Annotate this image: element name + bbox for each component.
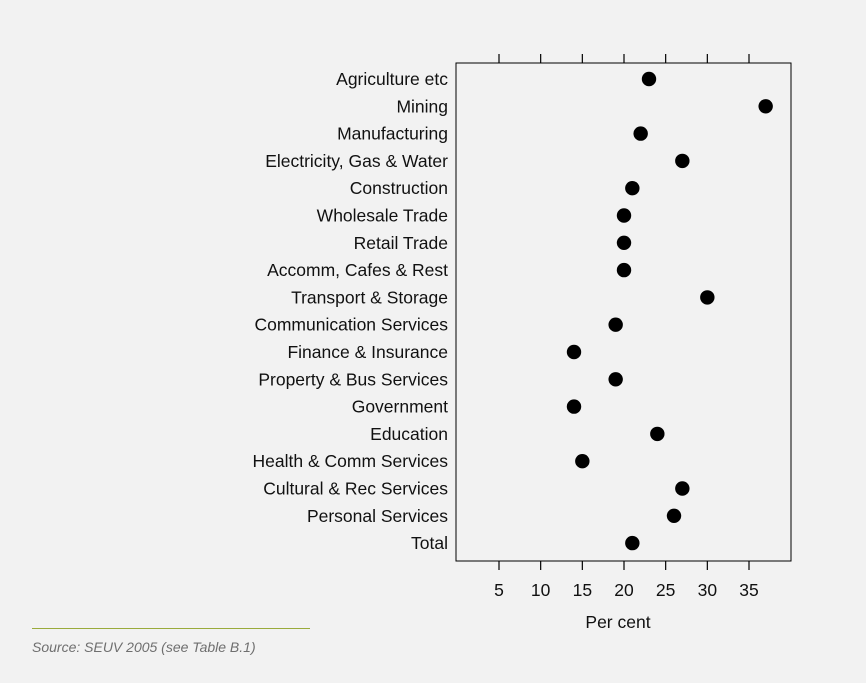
data-point [666, 508, 682, 523]
category-label: Health & Comm Services [253, 451, 449, 471]
data-point [650, 426, 665, 442]
category-label: Accomm, Cafes & Rest [267, 260, 448, 280]
x-tick-label: 30 [698, 580, 718, 600]
data-point [625, 181, 640, 196]
x-tick-label: 5 [494, 580, 504, 600]
top-axis-ticks [498, 54, 750, 63]
data-point [566, 344, 582, 360]
category-label: Wholesale Trade [317, 206, 448, 226]
data-point [608, 372, 623, 387]
category-label: Retail Trade [354, 233, 448, 253]
data-point [675, 153, 690, 169]
category-label: Property & Bus Services [258, 369, 448, 389]
category-label: Finance & Insurance [287, 342, 448, 362]
category-label: Transport & Storage [291, 287, 448, 307]
data-point [566, 399, 582, 414]
data-point [616, 262, 632, 278]
category-label: Construction [350, 178, 448, 198]
category-label: Agriculture etc [336, 69, 448, 89]
data-point [625, 535, 640, 551]
category-label: Manufacturing [337, 124, 448, 144]
x-tick-label: 25 [656, 580, 675, 600]
data-point [700, 290, 715, 305]
data-point [608, 317, 623, 332]
data-points [566, 71, 773, 551]
data-point [616, 208, 632, 223]
category-label: Cultural & Rec Services [263, 479, 448, 499]
source-rule [32, 628, 310, 629]
bottom-axis-ticks [498, 561, 750, 570]
x-tick-labels: 5 10 15 20 25 30 35 [494, 580, 759, 600]
category-label: Education [370, 424, 448, 444]
data-point [633, 126, 648, 141]
data-point [616, 235, 632, 250]
x-tick-label: 35 [739, 580, 758, 600]
category-label: Mining [396, 96, 448, 116]
category-labels: Agriculture etc Mining Manufacturing Electr… [253, 69, 449, 553]
category-label: Communication Services [254, 315, 448, 335]
x-tick-label: 20 [614, 580, 634, 600]
data-point [575, 454, 590, 469]
category-label: Personal Services [307, 506, 448, 526]
plot-frame [455, 62, 792, 562]
x-tick-label: 15 [573, 580, 592, 600]
category-label: Government [352, 397, 448, 417]
source-note: Source: SEUV 2005 (see Table B.1) [32, 639, 256, 655]
data-point [675, 481, 690, 496]
category-label: Electricity, Gas & Water [265, 151, 448, 171]
x-axis-title: Per cent [585, 612, 650, 632]
x-tick-label: 10 [531, 580, 551, 600]
category-label: Total [411, 533, 448, 553]
data-point [641, 71, 657, 87]
data-point [758, 99, 773, 114]
